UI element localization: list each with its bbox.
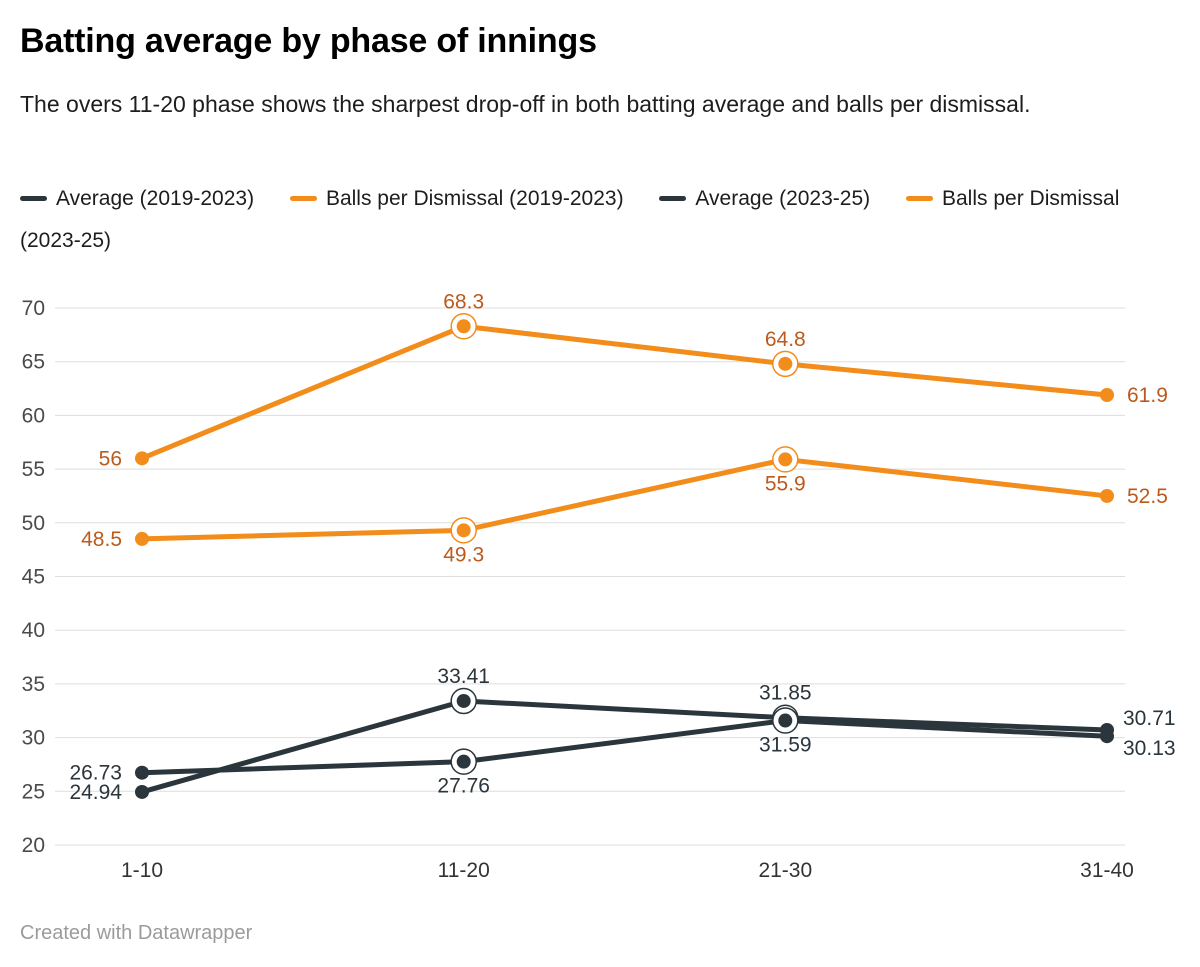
line-chart: 20 25 30 35 40 45 50 55 60 65 70 1-10 11-20 21-30 31-4… bbox=[0, 270, 1200, 890]
data-point[interactable] bbox=[456, 754, 471, 769]
data-point-label: 30.71 bbox=[1123, 707, 1176, 730]
data-point-label: 48.5 bbox=[81, 528, 122, 551]
series-line bbox=[139, 456, 1110, 542]
y-tick-label: 20 bbox=[22, 834, 45, 857]
data-point[interactable] bbox=[135, 784, 149, 799]
legend-item-bpd-2019-2023: Balls per Dismissal (2019-2023) bbox=[289, 187, 624, 210]
line-swatch-icon bbox=[289, 196, 317, 201]
data-point-label: 56 bbox=[99, 447, 122, 470]
data-point-label: 64.8 bbox=[765, 328, 806, 351]
data-point-label: 31.85 bbox=[759, 682, 812, 705]
data-point[interactable] bbox=[456, 523, 471, 538]
x-category-label: 1-10 bbox=[121, 859, 163, 882]
y-tick-label: 30 bbox=[22, 727, 45, 750]
x-category-label: 11-20 bbox=[438, 859, 490, 882]
y-tick-label: 40 bbox=[22, 619, 45, 642]
data-point-label: 49.3 bbox=[443, 543, 484, 566]
y-tick-label: 50 bbox=[22, 512, 45, 535]
data-point[interactable] bbox=[1100, 729, 1114, 744]
data-point[interactable] bbox=[778, 452, 793, 467]
data-point-label: 31.59 bbox=[759, 734, 812, 757]
series-line bbox=[139, 698, 1110, 795]
data-point[interactable] bbox=[135, 765, 149, 780]
y-tick-label: 60 bbox=[22, 404, 45, 427]
data-point-label: 30.13 bbox=[1123, 737, 1176, 760]
legend-label: Average (2019-2023) bbox=[56, 187, 255, 210]
y-tick-label: 25 bbox=[22, 780, 45, 803]
data-point-label: 68.3 bbox=[443, 290, 484, 313]
data-point-label: 27.76 bbox=[437, 775, 490, 798]
data-point[interactable] bbox=[1100, 488, 1114, 503]
y-tick-label: 35 bbox=[22, 673, 45, 696]
chart-canvas: 20 25 30 35 40 45 50 55 60 65 70 1-10 11-20 21-30 31-4… bbox=[22, 290, 1176, 882]
legend-label: Balls per Dismissal (2023-25) bbox=[20, 187, 1120, 252]
data-point-label: 24.94 bbox=[69, 781, 122, 804]
legend-item-average-2023-25: Average (2023-25) bbox=[659, 187, 870, 210]
data-point[interactable] bbox=[135, 531, 149, 546]
x-category-label: 31-40 bbox=[1080, 859, 1134, 882]
page-subtitle: The overs 11-20 phase shows the sharpest… bbox=[20, 91, 1031, 117]
y-tick-label: 65 bbox=[22, 351, 45, 374]
x-category-label: 21-30 bbox=[758, 859, 812, 882]
data-point-label: 52.5 bbox=[1127, 485, 1168, 508]
data-point[interactable] bbox=[456, 693, 471, 708]
data-point-label: 33.41 bbox=[437, 665, 490, 688]
data-point[interactable] bbox=[778, 713, 793, 728]
series-line bbox=[139, 718, 1110, 776]
data-point[interactable] bbox=[456, 319, 471, 334]
data-point[interactable] bbox=[1100, 387, 1114, 402]
data-point-label: 26.73 bbox=[69, 762, 122, 785]
data-point-label: 55.9 bbox=[765, 472, 806, 495]
chart-legend: Average (2019-2023) Balls per Dismissal … bbox=[20, 178, 1180, 262]
y-tick-label: 45 bbox=[22, 566, 45, 589]
legend-item-bpd-2023-25: Balls per Dismissal (2023-25) bbox=[20, 187, 1119, 252]
datawrapper-credit: Created with Datawrapper bbox=[20, 922, 253, 944]
line-swatch-icon bbox=[905, 196, 933, 201]
series-line bbox=[139, 323, 1110, 461]
page-title: Batting average by phase of innings bbox=[20, 22, 597, 60]
y-tick-label: 55 bbox=[22, 458, 45, 481]
data-point-label: 61.9 bbox=[1127, 384, 1168, 407]
legend-label: Balls per Dismissal (2019-2023) bbox=[325, 187, 624, 210]
legend-label: Average (2023-25) bbox=[695, 187, 871, 210]
line-swatch-icon bbox=[20, 196, 47, 201]
y-tick-label: 70 bbox=[22, 297, 45, 320]
legend-item-average-2019-2023: Average (2019-2023) bbox=[20, 187, 254, 210]
line-swatch-icon bbox=[659, 196, 687, 201]
data-point[interactable] bbox=[778, 356, 793, 371]
data-point[interactable] bbox=[135, 451, 149, 466]
